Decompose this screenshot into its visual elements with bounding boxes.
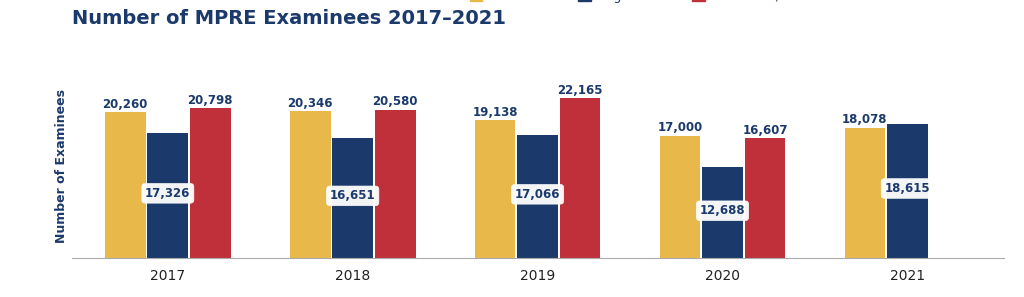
Bar: [375, 110, 416, 258]
Text: 12,688: 12,688: [699, 204, 745, 217]
Bar: [333, 138, 373, 258]
Bar: [887, 124, 928, 258]
Bar: [702, 167, 742, 258]
Text: 17,000: 17,000: [657, 121, 702, 134]
Text: 20,798: 20,798: [187, 94, 233, 107]
Bar: [105, 112, 145, 258]
Text: 17,066: 17,066: [515, 188, 560, 201]
Bar: [744, 138, 785, 258]
Bar: [659, 136, 700, 258]
Bar: [290, 111, 331, 258]
Text: 16,607: 16,607: [742, 124, 787, 137]
Bar: [845, 128, 885, 258]
Bar: [147, 133, 188, 258]
Text: 18,078: 18,078: [842, 113, 888, 127]
Bar: [190, 108, 230, 258]
Bar: [560, 98, 600, 258]
Text: 17,326: 17,326: [145, 187, 190, 200]
Text: 18,615: 18,615: [885, 182, 930, 195]
Legend: March Exam, August Exam, November/October Exam: March Exam, August Exam, November/Octobe…: [465, 0, 874, 8]
Text: 22,165: 22,165: [557, 84, 603, 97]
Y-axis label: Number of Examinees: Number of Examinees: [54, 89, 68, 243]
Text: 20,260: 20,260: [102, 98, 148, 111]
Text: 16,651: 16,651: [330, 189, 376, 202]
Bar: [475, 120, 515, 258]
Text: 19,138: 19,138: [472, 106, 518, 119]
Bar: [517, 135, 558, 258]
Text: 20,580: 20,580: [373, 95, 418, 108]
Text: Number of MPRE Examinees 2017–2021: Number of MPRE Examinees 2017–2021: [72, 9, 506, 28]
Text: 20,346: 20,346: [288, 97, 333, 110]
